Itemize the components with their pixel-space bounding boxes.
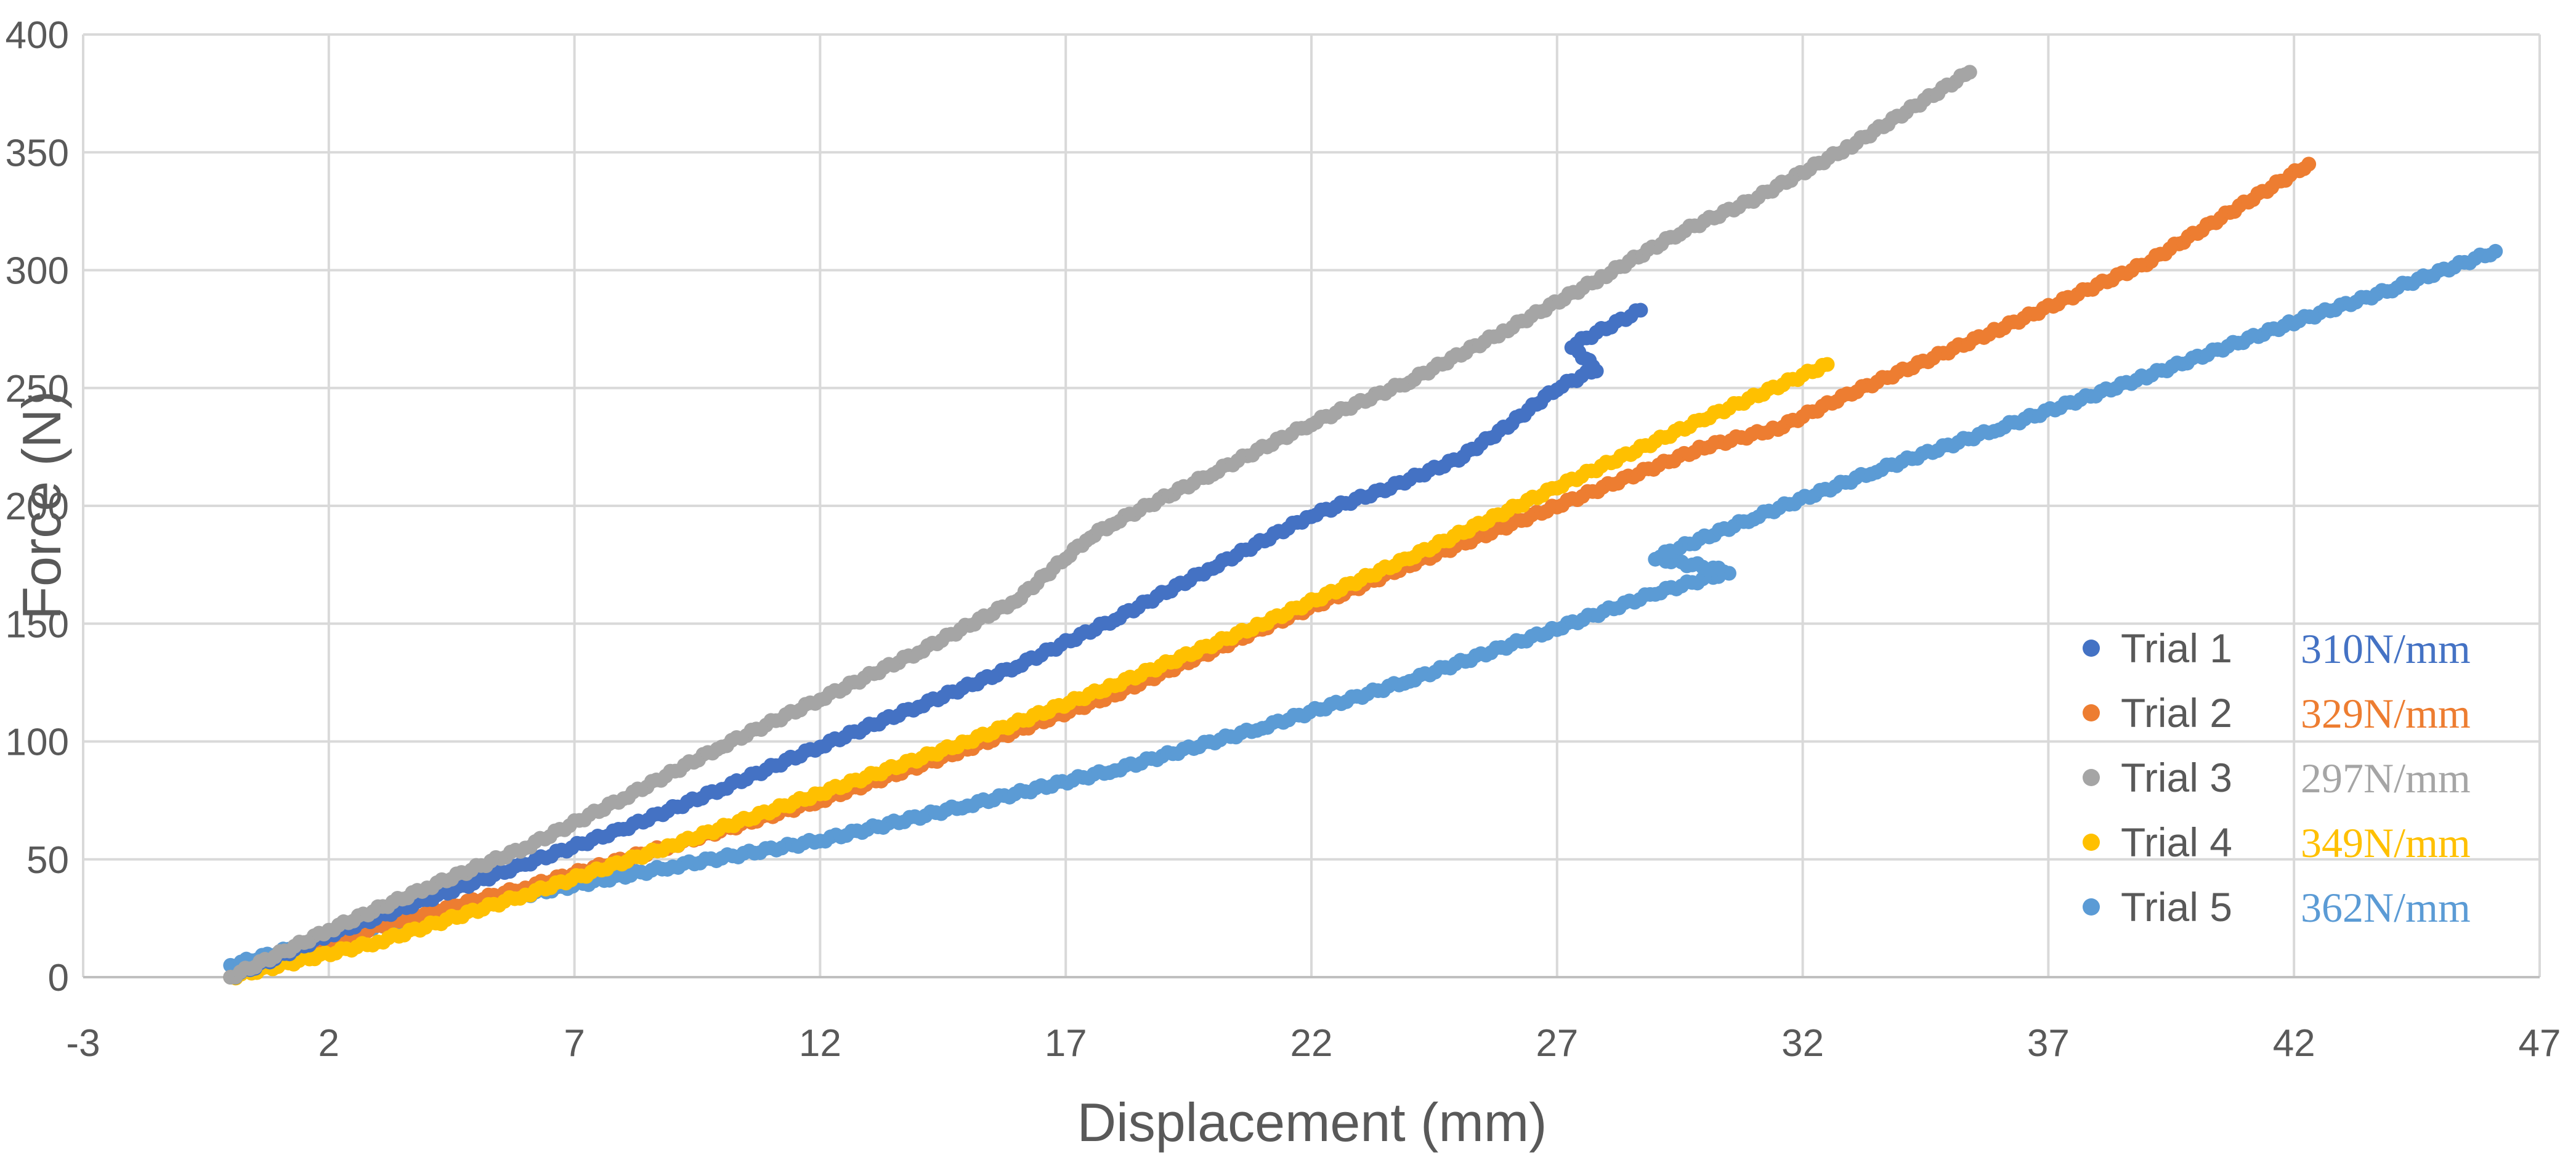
legend-marker bbox=[2083, 640, 2100, 657]
x-tick-label: 12 bbox=[799, 1022, 841, 1065]
y-tick-label: 0 bbox=[48, 957, 69, 999]
stiffness-label: 329N/mm bbox=[2301, 690, 2471, 737]
legend-entry-trial-5: Trial 5 362N/mm bbox=[2083, 884, 2471, 931]
y-tick-label: 50 bbox=[26, 839, 69, 882]
data-point bbox=[1633, 303, 1648, 318]
legend-entry-trial-4: Trial 4 349N/mm bbox=[2083, 819, 2471, 866]
x-tick-label: 32 bbox=[1781, 1022, 1824, 1065]
legend-label: Trial 5 bbox=[2121, 884, 2232, 930]
series-trial-3 bbox=[223, 65, 1977, 985]
x-tick-label: 47 bbox=[2519, 1022, 2561, 1065]
data-point bbox=[2488, 243, 2503, 259]
y-tick-label: 400 bbox=[6, 14, 69, 57]
legend-entry-trial-2: Trial 2 329N/mm bbox=[2083, 690, 2471, 737]
y-tick-label: 250 bbox=[6, 368, 69, 410]
x-tick-label: 27 bbox=[1536, 1022, 1578, 1065]
legend-label: Trial 4 bbox=[2121, 819, 2232, 865]
data-point bbox=[1962, 65, 1977, 80]
x-tick-labels: -3 2 7 12 17 22 27 32 37 42 47 bbox=[66, 1022, 2561, 1065]
x-tick-label: -3 bbox=[66, 1022, 100, 1065]
series-layer bbox=[223, 65, 2503, 986]
x-tick-label: 7 bbox=[564, 1022, 585, 1065]
y-tick-label: 300 bbox=[6, 250, 69, 293]
y-tick-label: 100 bbox=[6, 721, 69, 764]
legend: Trial 1 310N/mm Trial 2 329N/mm Trial 3 297N/… bbox=[2083, 625, 2471, 931]
legend-marker bbox=[2083, 769, 2100, 786]
legend-entry-trial-1: Trial 1 310N/mm bbox=[2083, 625, 2471, 672]
x-tick-label: 2 bbox=[318, 1022, 339, 1065]
legend-entry-trial-3: Trial 3 297N/mm bbox=[2083, 755, 2471, 802]
y-tick-label: 200 bbox=[6, 485, 69, 528]
stiffness-label: 310N/mm bbox=[2301, 625, 2471, 672]
legend-label: Trial 1 bbox=[2121, 625, 2232, 671]
legend-label: Trial 3 bbox=[2121, 755, 2232, 800]
series-trial-4 bbox=[223, 357, 1835, 986]
data-point bbox=[1820, 357, 1835, 372]
data-point bbox=[2301, 156, 2317, 172]
stiffness-label: 297N/mm bbox=[2301, 755, 2471, 802]
y-tick-label: 150 bbox=[6, 603, 69, 646]
stiffness-label: 362N/mm bbox=[2301, 884, 2471, 931]
legend-marker bbox=[2083, 834, 2100, 851]
y-tick-labels: 0 50 100 150 200 250 300 350 400 bbox=[6, 14, 69, 999]
legend-marker bbox=[2083, 898, 2100, 916]
legend-marker bbox=[2083, 704, 2100, 721]
x-tick-label: 37 bbox=[2027, 1022, 2070, 1065]
legend-label: Trial 2 bbox=[2121, 690, 2232, 736]
x-tick-label: 17 bbox=[1045, 1022, 1087, 1065]
y-tick-label: 350 bbox=[6, 132, 69, 174]
stiffness-label: 349N/mm bbox=[2301, 819, 2471, 866]
x-tick-label: 42 bbox=[2273, 1022, 2315, 1065]
x-axis-title: Displacement (mm) bbox=[1077, 1092, 1547, 1153]
x-tick-label: 22 bbox=[1290, 1022, 1333, 1065]
y-axis-title: Force (N) bbox=[11, 391, 72, 620]
